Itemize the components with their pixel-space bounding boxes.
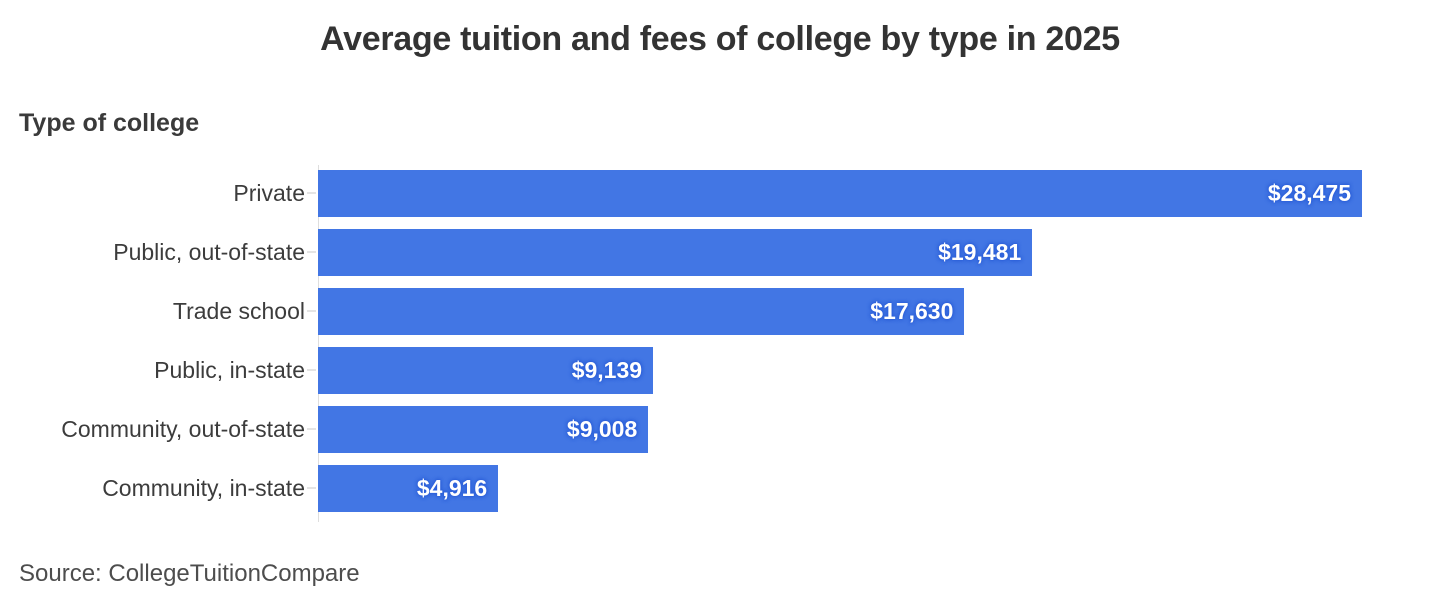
tick-mark xyxy=(307,487,316,489)
bar-row: Trade school $17,630 xyxy=(0,288,1440,335)
category-label: Trade school xyxy=(172,298,305,324)
tick-mark xyxy=(307,251,316,253)
bar-row: Community, in-state $4,916 xyxy=(0,465,1440,512)
tick-mark xyxy=(307,192,316,194)
bar: $4,916 xyxy=(318,465,499,512)
bar-row: Public, in-state $9,139 xyxy=(0,347,1440,394)
category-axis-label: Type of college xyxy=(19,109,200,137)
bar: $17,630 xyxy=(318,288,965,335)
chart-title: Average tuition and fees of college by t… xyxy=(320,20,1120,58)
bar-track: $17,630 xyxy=(318,288,1362,335)
tick-gap xyxy=(305,229,318,276)
tick-mark xyxy=(307,310,316,312)
bar-track: $9,008 xyxy=(318,406,1362,453)
bar-track: $19,481 xyxy=(318,229,1362,276)
bar-row: Public, out-of-state $19,481 xyxy=(0,229,1440,276)
bar-value-label: $9,008 xyxy=(566,416,638,442)
bar: $9,008 xyxy=(318,406,649,453)
tick-mark xyxy=(307,428,316,430)
category-label: Community, out-of-state xyxy=(61,416,305,442)
bar-track: $9,139 xyxy=(318,347,1362,394)
bar: $9,139 xyxy=(318,347,654,394)
tick-gap xyxy=(305,170,318,217)
bar-value-label: $17,630 xyxy=(870,298,954,324)
bar-row: Private $28,475 xyxy=(0,170,1440,217)
bar-row: Community, out-of-state $9,008 xyxy=(0,406,1440,453)
tick-mark xyxy=(307,369,316,371)
bar-track: $4,916 xyxy=(318,465,1362,512)
category-label: Private xyxy=(233,180,305,206)
bar-series: Private $28,475 Public, out-of-state $19,48… xyxy=(0,170,1440,512)
bar: $19,481 xyxy=(318,229,1033,276)
bar: $28,475 xyxy=(318,170,1362,217)
source-note: Source: CollegeTuitionCompare xyxy=(19,560,360,587)
axis-baseline xyxy=(318,165,319,522)
tick-gap xyxy=(305,347,318,394)
bar-value-label: $19,481 xyxy=(938,239,1022,265)
tick-gap xyxy=(305,406,318,453)
plot-area: Private $28,475 Public, out-of-state $19,48… xyxy=(0,165,1440,524)
bar-track: $28,475 xyxy=(318,170,1362,217)
tick-gap xyxy=(305,465,318,512)
category-label: Community, in-state xyxy=(102,475,305,501)
tick-gap xyxy=(305,288,318,335)
category-label: Public, in-state xyxy=(154,357,305,383)
bar-value-label: $4,916 xyxy=(416,475,488,501)
bar-value-label: $9,139 xyxy=(571,357,643,383)
bar-value-label: $28,475 xyxy=(1267,180,1351,206)
category-label: Public, out-of-state xyxy=(113,239,305,265)
